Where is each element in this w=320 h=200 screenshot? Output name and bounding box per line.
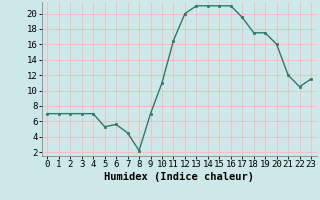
X-axis label: Humidex (Indice chaleur): Humidex (Indice chaleur) [104,172,254,182]
